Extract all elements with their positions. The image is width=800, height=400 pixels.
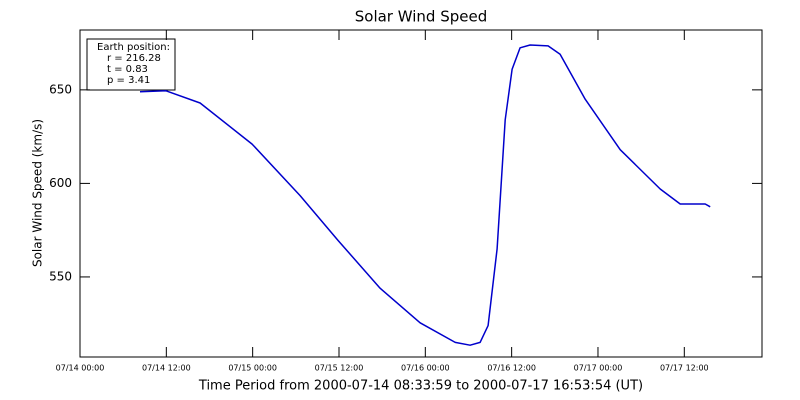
y-tick-label: 650 bbox=[49, 82, 72, 96]
y-tick-label: 550 bbox=[49, 269, 72, 283]
chart-title: Solar Wind Speed bbox=[355, 8, 487, 26]
annotation: r = 216.28 bbox=[107, 53, 161, 64]
x-tick-label: 07/15 00:00 bbox=[228, 364, 277, 373]
annotation: Earth position: bbox=[97, 42, 170, 53]
x-tick-label: 07/14 12:00 bbox=[142, 364, 191, 373]
data-line bbox=[139, 44, 711, 346]
info-box bbox=[86, 38, 176, 91]
x-tick-label: 07/17 12:00 bbox=[660, 364, 709, 373]
x-tick-label: 07/17 00:00 bbox=[574, 364, 623, 373]
y-tick-label: 600 bbox=[49, 176, 72, 190]
x-tick-label: 07/15 12:00 bbox=[315, 364, 364, 373]
annotation: p = 3.41 bbox=[107, 75, 150, 86]
x-axis-label: Time Period from 2000-07-14 08:33:59 to … bbox=[198, 379, 643, 394]
plot-frame bbox=[79, 29, 763, 358]
y-axis-label: Solar Wind Speed (km/s) bbox=[31, 119, 45, 267]
x-tick-label: 07/16 12:00 bbox=[487, 364, 536, 373]
x-tick-label: 07/14 00:00 bbox=[56, 364, 105, 373]
x-tick-label: 07/16 00:00 bbox=[401, 364, 450, 373]
annotation: t = 0.83 bbox=[107, 64, 148, 75]
